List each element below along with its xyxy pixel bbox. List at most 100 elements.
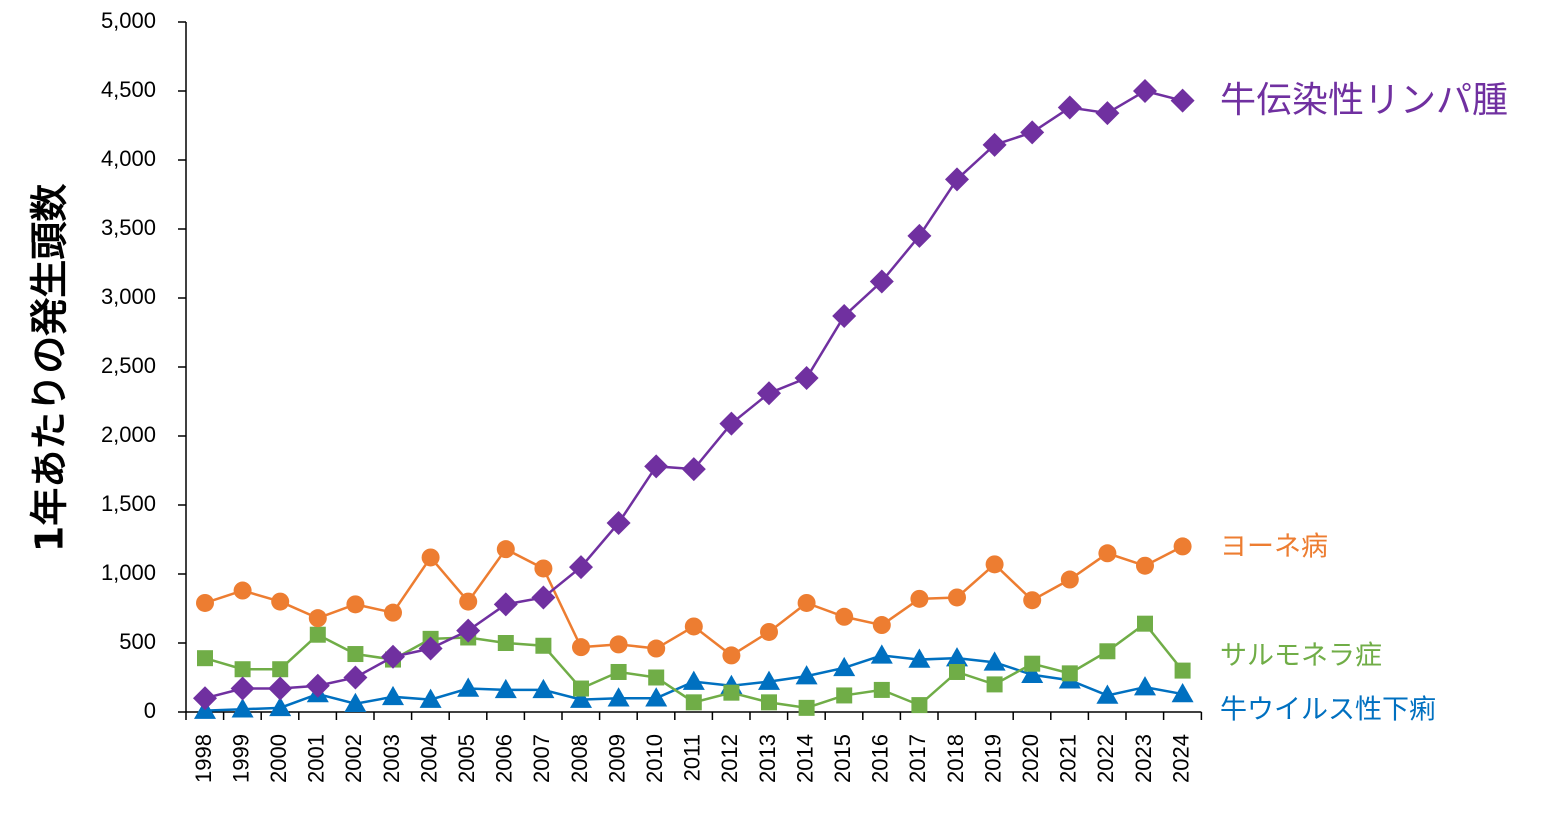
data-point — [344, 692, 367, 712]
data-point — [946, 647, 968, 667]
x-tick-label: 2008 — [567, 734, 592, 783]
data-point — [607, 687, 630, 707]
data-point — [496, 540, 515, 559]
series-label: サルモネラ症 — [1220, 641, 1382, 672]
data-point — [985, 555, 1004, 574]
data-point — [230, 676, 255, 701]
data-point — [1061, 665, 1078, 682]
series-label: ヨーネ病 — [1220, 532, 1328, 563]
data-point — [1021, 663, 1044, 683]
y-tick-label: 3,500 — [101, 215, 156, 240]
data-point — [421, 548, 440, 567]
x-tick-label: 2018 — [943, 734, 968, 783]
x-tick-label: 2012 — [717, 734, 742, 783]
x-tick-label: 2014 — [792, 734, 817, 783]
data-point — [309, 626, 326, 643]
data-point — [1098, 544, 1117, 563]
series-label: 牛ウイルス性下痢 — [1220, 695, 1436, 726]
data-point — [982, 132, 1007, 157]
data-point — [681, 457, 706, 482]
data-point — [572, 638, 590, 657]
x-tick-label: 2013 — [755, 734, 780, 783]
y-tick-label: 500 — [119, 629, 156, 654]
data-point — [1137, 615, 1153, 632]
data-point — [986, 676, 1003, 693]
y-axis-label: 1年あたりの発生頭数 — [28, 184, 72, 552]
x-tick-label: 2021 — [1056, 734, 1081, 783]
data-point — [268, 676, 293, 701]
series-square — [197, 615, 1191, 716]
x-tick-label: 2000 — [266, 734, 291, 783]
data-point — [233, 581, 252, 600]
data-point — [1095, 101, 1120, 126]
data-point — [908, 648, 931, 668]
x-tick-label: 2016 — [868, 734, 893, 783]
data-point — [685, 694, 702, 711]
y-tick-label: 0 — [144, 698, 156, 723]
series-label: 牛伝染性リンパ腫 — [1220, 80, 1508, 121]
x-tick-label: 2024 — [1168, 734, 1193, 783]
x-tick-label: 2011 — [680, 734, 705, 781]
data-point — [945, 167, 969, 192]
x-tick-label: 2015 — [830, 734, 855, 783]
data-point — [1060, 570, 1079, 589]
data-point — [832, 303, 857, 328]
data-point — [1023, 591, 1042, 610]
data-point — [761, 694, 777, 711]
data-point — [456, 618, 481, 643]
data-point — [645, 687, 668, 707]
x-tick-label: 2005 — [454, 734, 479, 783]
y-tick-label: 2,000 — [101, 422, 156, 447]
data-point — [910, 589, 929, 608]
data-point — [532, 678, 555, 699]
data-point — [948, 588, 966, 607]
data-point — [1173, 537, 1192, 556]
data-point — [457, 677, 480, 697]
data-point — [308, 609, 327, 628]
data-point — [873, 681, 890, 698]
data-point — [573, 680, 589, 697]
data-point — [1174, 662, 1191, 679]
data-point — [606, 510, 631, 535]
data-point — [833, 656, 856, 677]
y-tick-label: 2,500 — [101, 353, 156, 378]
y-tick-label: 3,000 — [101, 284, 156, 309]
data-point — [907, 223, 932, 248]
data-point — [531, 585, 556, 610]
data-point — [459, 592, 478, 611]
data-point — [794, 366, 819, 391]
data-point — [493, 592, 518, 617]
data-point — [798, 699, 815, 716]
x-tick-label: 2004 — [416, 734, 441, 783]
x-tick-label: 2022 — [1093, 734, 1118, 783]
data-point — [381, 644, 405, 669]
series-circle — [196, 537, 1192, 665]
x-tick-label: 2009 — [604, 734, 629, 783]
data-point — [648, 669, 665, 686]
x-tick-label: 2007 — [529, 734, 554, 783]
y-tick-label: 1,000 — [101, 560, 156, 585]
data-point — [231, 698, 254, 718]
data-point — [757, 381, 781, 406]
x-tick-label: 2002 — [341, 734, 366, 783]
data-point — [497, 635, 514, 651]
y-tick-label: 5,000 — [101, 8, 156, 33]
data-point — [723, 684, 740, 701]
data-point — [869, 269, 894, 294]
data-point — [271, 592, 290, 611]
data-point — [1136, 556, 1154, 575]
data-point — [1133, 79, 1157, 103]
data-point — [197, 650, 213, 667]
data-point — [872, 616, 891, 635]
data-point — [870, 644, 893, 664]
data-point — [193, 686, 217, 711]
data-point — [234, 661, 251, 678]
y-tick-label: 1,500 — [101, 491, 156, 516]
data-point — [272, 661, 289, 678]
series-diamond — [193, 79, 1195, 711]
data-point — [384, 603, 402, 622]
x-tick-label: 2017 — [905, 734, 930, 783]
data-point — [795, 665, 818, 685]
